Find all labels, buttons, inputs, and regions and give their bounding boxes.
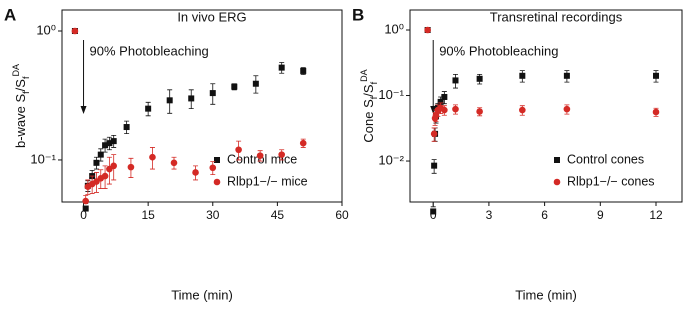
legend-marker (554, 157, 560, 163)
y-tick-label: 10⁰ (384, 21, 404, 36)
data-point (71, 27, 79, 35)
chart-title: In vivo ERG (177, 9, 246, 24)
legend-label: Rlbp1−/− mice (227, 174, 308, 188)
data-point (166, 97, 173, 104)
chart-title: Transretinal recordings (490, 9, 623, 24)
arrow-head (430, 106, 437, 114)
y-axis-label-part: f (369, 96, 379, 99)
data-point (476, 75, 483, 82)
y-axis-label-part: DA (359, 69, 369, 82)
data-point (102, 142, 109, 149)
plot-frame (409, 9, 683, 203)
y-axis-label-part: DA (11, 64, 21, 77)
x-tick-label: 6 (541, 208, 548, 222)
y-axis-label-part: /S (13, 79, 28, 92)
x-tick-label: 0 (80, 208, 87, 222)
x-tick-label: 3 (486, 208, 493, 222)
legend-marker (553, 178, 561, 186)
data-point (441, 93, 448, 100)
legend-marker (213, 178, 221, 186)
x-axis-label: Time (min) (171, 287, 233, 302)
data-point (430, 130, 438, 138)
legend-label: Control cones (567, 152, 644, 166)
data-point (563, 72, 570, 79)
data-point (653, 72, 660, 79)
data-point (452, 105, 459, 113)
panel-label: B (352, 5, 364, 24)
legend-marker (214, 157, 220, 163)
data-point (437, 98, 444, 105)
data-point (231, 83, 238, 90)
data-point (299, 139, 307, 147)
y-axis-label: Cone Sf/SfDA (359, 69, 379, 142)
x-tick-label: 60 (335, 208, 349, 222)
data-point (424, 26, 431, 34)
y-tick-label: 10⁰ (36, 22, 56, 37)
panel-label: A (4, 5, 16, 24)
x-tick-label: 45 (271, 208, 285, 222)
legend-label: Rlbp1−/− cones (567, 174, 655, 188)
data-point (476, 108, 483, 115)
data-point (101, 172, 109, 180)
data-point (278, 151, 285, 158)
y-axis-label-part: f (21, 91, 31, 94)
x-tick-label: 30 (206, 208, 220, 222)
data-point (123, 124, 130, 131)
y-axis-label-part: f (369, 81, 379, 84)
data-point (110, 138, 117, 145)
x-tick-label: 9 (597, 208, 604, 222)
data-point (192, 169, 199, 176)
data-point (300, 67, 307, 74)
plot-frame (61, 9, 343, 203)
data-point (431, 162, 438, 169)
data-point (127, 163, 135, 171)
data-point (278, 64, 285, 71)
annotation: 90% Photobleaching (90, 43, 209, 58)
arrow-head (80, 106, 87, 114)
x-tick-label: 12 (649, 208, 663, 222)
data-point (97, 151, 104, 158)
x-tick-label: 0 (430, 208, 437, 222)
annotation: 90% Photobleaching (439, 43, 558, 58)
data-point (441, 106, 448, 114)
data-point (170, 159, 178, 167)
data-point (252, 80, 259, 87)
y-axis-label-part: /S (361, 84, 376, 97)
data-point (519, 72, 526, 79)
data-point (209, 90, 216, 97)
data-point (652, 108, 660, 116)
error-bar (430, 201, 436, 208)
y-axis-label-part: b-wave S (13, 94, 28, 149)
data-point (235, 146, 242, 154)
data-point (452, 77, 459, 84)
data-point (145, 105, 152, 112)
y-tick-label: 10⁻¹ (378, 87, 404, 102)
data-point (188, 95, 195, 102)
data-point (82, 205, 89, 212)
data-point (519, 106, 526, 114)
data-point (563, 105, 571, 113)
data-point (93, 159, 100, 166)
data-point (106, 140, 113, 147)
data-point (149, 153, 156, 161)
y-axis-label-part: Cone S (361, 99, 376, 143)
data-point (209, 164, 217, 172)
y-tick-label: 10⁻¹ (30, 151, 56, 166)
data-point (430, 208, 437, 215)
data-point (82, 197, 89, 205)
y-axis-label-part: f (21, 76, 31, 79)
y-tick-label: 10⁻² (378, 152, 404, 167)
panel: B Transretinal recordings Time (min) Cone S… (352, 5, 683, 302)
x-axis-label: Time (min) (515, 287, 577, 302)
x-tick-label: 15 (141, 208, 155, 222)
data-point (256, 152, 264, 159)
data-point (110, 162, 117, 170)
y-axis-label: b-wave Sf/SfDA (11, 64, 31, 148)
